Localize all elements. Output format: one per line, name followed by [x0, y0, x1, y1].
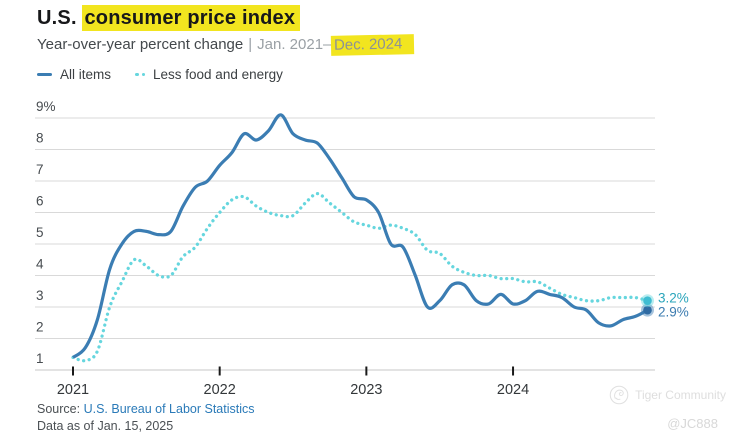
end-dot-all-items	[643, 305, 652, 315]
end-label-less-food-energy: 3.2%	[658, 291, 689, 306]
y-tick-label-4: 4	[36, 257, 44, 272]
source-line: Source: U.S. Bureau of Labor Statistics	[37, 401, 255, 418]
legend-item-less-food-energy: Less food and energy	[135, 67, 283, 82]
watermark-brand: Tiger Community	[635, 388, 726, 402]
x-tick-label-2023: 2023	[350, 382, 382, 398]
y-tick-label-9%: 9%	[36, 99, 56, 114]
end-label-all-items: 2.9%	[658, 305, 689, 320]
subtitle-range-prefix: Jan. 2021–	[257, 36, 332, 53]
chart-header: U.S. consumer price index Year-over-year…	[37, 5, 415, 56]
x-tick-label-2021: 2021	[57, 382, 89, 398]
less-food-energy-dots-swatch-icon	[135, 72, 146, 77]
subtitle-separator: |	[248, 36, 253, 53]
tiger-community-logo-icon	[609, 385, 629, 405]
chart-legend: All items Less food and energy	[37, 67, 283, 82]
end-dot-less-food-energy	[643, 296, 652, 306]
y-tick-label-5: 5	[36, 225, 44, 240]
y-tick-label-8: 8	[36, 131, 44, 146]
legend-item-all-items: All items	[37, 67, 111, 82]
legend-label-all-items: All items	[60, 67, 112, 82]
watermark: Tiger Community @JC888	[608, 378, 726, 431]
title-prefix: U.S.	[37, 7, 83, 29]
legend-label-less-food-energy: Less food and energy	[153, 67, 283, 82]
x-tick-label-2024: 2024	[497, 382, 529, 398]
y-tick-label-6: 6	[36, 194, 44, 209]
chart-subtitle: Year-over-year percent change | Jan. 2021–…	[37, 34, 415, 56]
watermark-handle: @JC888	[667, 416, 718, 431]
all-items-line-swatch-icon	[37, 72, 52, 77]
y-tick-label-1: 1	[36, 351, 44, 366]
x-tick-label-2022: 2022	[204, 382, 236, 398]
title-highlight: consumer price index	[82, 5, 301, 31]
source-block: Source: U.S. Bureau of Labor Statistics …	[37, 401, 255, 435]
y-tick-label-7: 7	[36, 162, 44, 177]
data-as-of: Data as of Jan. 15, 2025	[37, 419, 174, 433]
y-tick-label-2: 2	[36, 320, 44, 335]
source-link[interactable]: U.S. Bureau of Labor Statistics	[83, 402, 255, 416]
series-line-all-items	[72, 113, 649, 359]
subtitle-main: Year-over-year percent change	[37, 36, 244, 53]
page-title: U.S. consumer price index	[37, 5, 415, 31]
series-line-less-food-energy	[71, 191, 650, 363]
source-prefix: Source:	[37, 402, 81, 416]
y-tick-label-3: 3	[36, 288, 44, 303]
